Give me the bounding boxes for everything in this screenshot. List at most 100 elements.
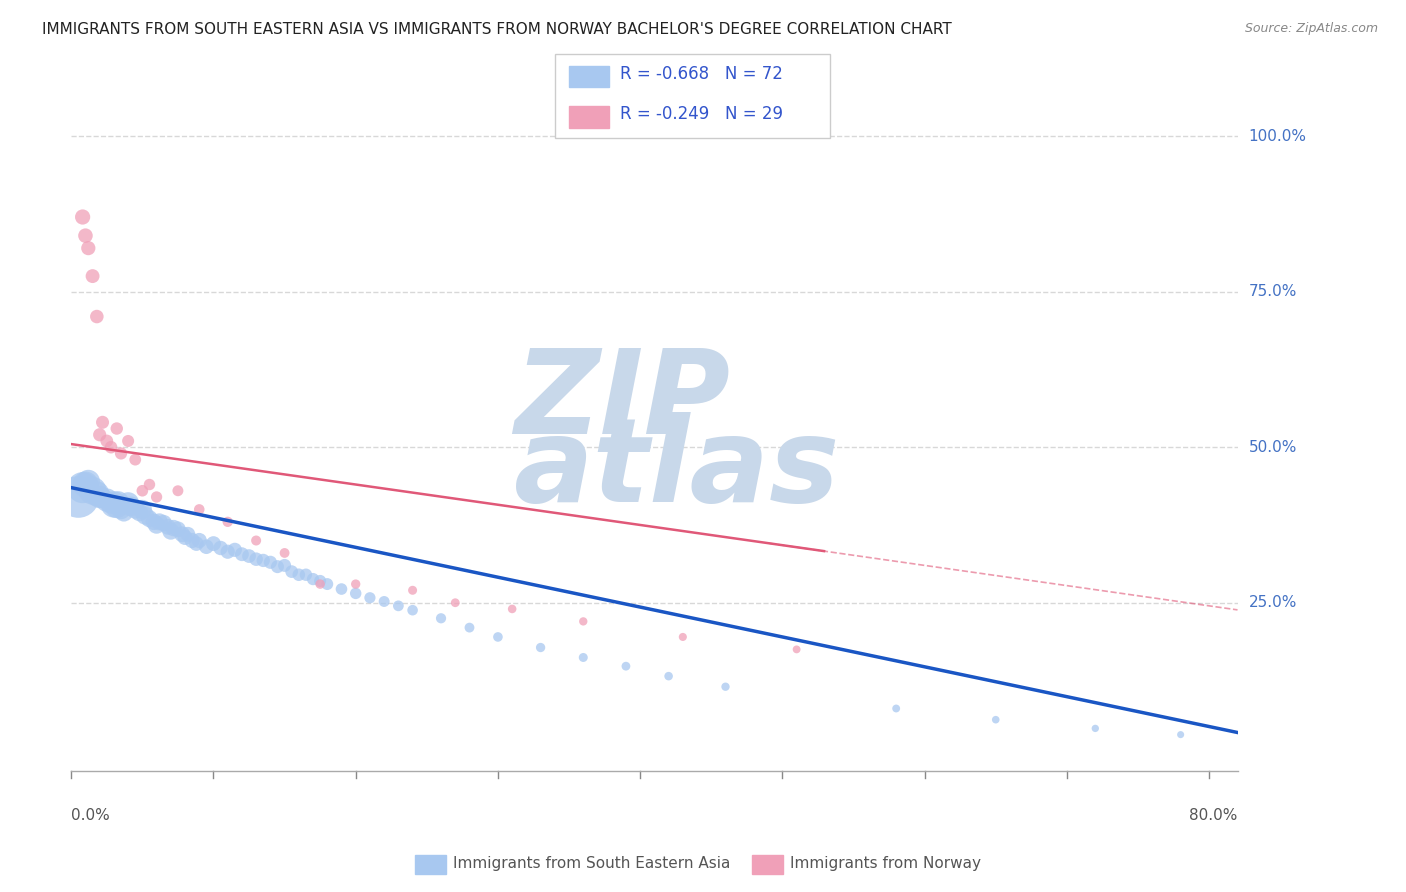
Point <box>138 512 160 526</box>
Point <box>672 630 695 644</box>
Text: 80.0%: 80.0% <box>1189 808 1237 823</box>
Point <box>501 602 523 616</box>
Text: 50.0%: 50.0% <box>1249 440 1296 455</box>
Point <box>373 594 395 608</box>
Point <box>156 520 179 534</box>
Point <box>75 477 97 491</box>
Point <box>430 611 453 625</box>
Point <box>159 524 181 538</box>
Point <box>128 506 150 520</box>
Point <box>259 555 281 569</box>
Point <box>117 496 139 510</box>
Point <box>359 591 381 605</box>
Point <box>188 533 211 548</box>
Point <box>86 487 108 501</box>
Point <box>91 415 114 429</box>
Point <box>131 483 153 498</box>
Point <box>103 498 125 512</box>
Point <box>77 475 100 489</box>
Point <box>145 518 167 533</box>
Point <box>172 527 194 541</box>
Point <box>344 577 367 591</box>
Text: Immigrants from South Eastern Asia: Immigrants from South Eastern Asia <box>453 856 730 871</box>
Text: R = -0.668   N = 72: R = -0.668 N = 72 <box>620 65 783 83</box>
Point <box>238 549 260 563</box>
Point <box>131 502 153 516</box>
Point <box>124 502 146 516</box>
Point <box>72 210 94 224</box>
Text: 100.0%: 100.0% <box>1249 128 1306 144</box>
Point <box>316 577 339 591</box>
Point <box>344 586 367 600</box>
Point <box>72 481 94 495</box>
Point <box>186 536 208 550</box>
Point <box>82 483 104 498</box>
Point <box>105 421 128 435</box>
Point <box>134 508 156 523</box>
Point <box>86 310 108 324</box>
Point <box>67 490 90 504</box>
Text: 0.0%: 0.0% <box>72 808 110 823</box>
Point <box>167 483 190 498</box>
Point <box>96 434 118 448</box>
Point <box>984 713 1007 727</box>
Point <box>1084 722 1107 736</box>
Point <box>100 496 122 510</box>
Point <box>91 491 114 506</box>
Point <box>786 642 808 657</box>
Point <box>174 530 197 544</box>
Point <box>152 516 174 530</box>
Point <box>401 583 423 598</box>
Point <box>107 495 129 509</box>
Point <box>77 241 100 255</box>
Point <box>217 515 239 529</box>
Point <box>231 547 253 561</box>
Text: 75.0%: 75.0% <box>1249 285 1296 299</box>
Point <box>252 553 274 567</box>
Point <box>658 669 681 683</box>
Point <box>572 650 595 665</box>
Text: atlas: atlas <box>515 412 841 527</box>
Point <box>181 533 204 548</box>
Text: Immigrants from Norway: Immigrants from Norway <box>790 856 981 871</box>
Point <box>330 582 353 596</box>
Point <box>266 559 288 574</box>
Text: IMMIGRANTS FROM SOUTH EASTERN ASIA VS IMMIGRANTS FROM NORWAY BACHELOR'S DEGREE C: IMMIGRANTS FROM SOUTH EASTERN ASIA VS IM… <box>42 22 952 37</box>
Point <box>202 536 225 550</box>
Point <box>884 701 907 715</box>
Point <box>142 515 165 529</box>
Point <box>120 500 142 514</box>
Point <box>273 546 295 560</box>
Point <box>309 577 332 591</box>
Text: 25.0%: 25.0% <box>1249 595 1296 610</box>
Point <box>89 427 111 442</box>
Point <box>217 545 239 559</box>
Text: R = -0.249   N = 29: R = -0.249 N = 29 <box>620 105 783 123</box>
Point <box>444 596 467 610</box>
Point <box>614 659 637 673</box>
Point <box>529 640 551 655</box>
Point <box>105 500 128 514</box>
Point <box>148 515 170 529</box>
Point <box>273 558 295 573</box>
Point <box>245 552 267 566</box>
Point <box>195 540 218 554</box>
Point <box>110 502 132 516</box>
Point <box>486 630 509 644</box>
Point <box>309 574 332 588</box>
Point <box>96 493 118 508</box>
Text: Source: ZipAtlas.com: Source: ZipAtlas.com <box>1244 22 1378 36</box>
Text: ZIP: ZIP <box>515 343 731 458</box>
Point <box>209 541 232 555</box>
Point <box>82 269 104 284</box>
Point <box>110 446 132 460</box>
Point <box>245 533 267 548</box>
Point <box>89 490 111 504</box>
Point <box>124 452 146 467</box>
Point <box>288 567 311 582</box>
Point <box>401 603 423 617</box>
Point <box>177 527 200 541</box>
Point <box>458 621 481 635</box>
Point <box>145 490 167 504</box>
Point <box>75 228 97 243</box>
